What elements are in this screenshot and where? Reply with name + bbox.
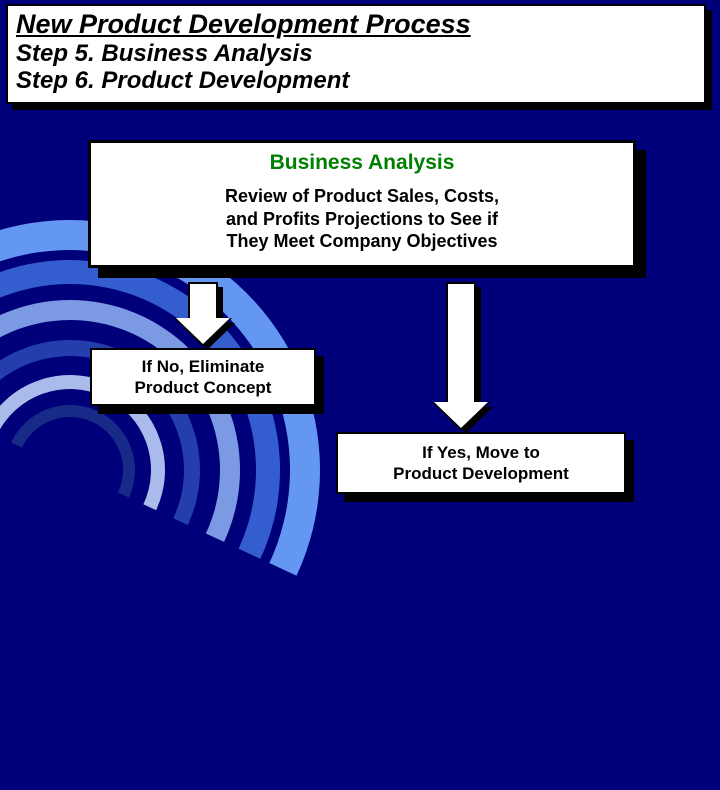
title-box: New Product Development Process Step 5. …: [6, 4, 706, 104]
decision-yes-line: If Yes, Move to: [393, 442, 569, 463]
title-sub-1: Step 5. Business Analysis: [16, 40, 696, 68]
title-sub-2: Step 6. Product Development: [16, 67, 696, 95]
decision-yes-line: Product Development: [393, 463, 569, 484]
analysis-body-line: They Meet Company Objectives: [103, 230, 621, 253]
decision-yes-box: If Yes, Move to Product Development: [336, 432, 626, 494]
analysis-title: Business Analysis: [103, 151, 621, 175]
analysis-box: Business Analysis Review of Product Sale…: [88, 140, 636, 268]
decision-no-line: If No, Eliminate: [135, 356, 272, 377]
decision-no-box: If No, Eliminate Product Concept: [90, 348, 316, 406]
title-main: New Product Development Process: [16, 10, 696, 40]
analysis-body: Review of Product Sales, Costs, and Prof…: [103, 185, 621, 253]
analysis-body-line: Review of Product Sales, Costs,: [103, 185, 621, 208]
analysis-body-line: and Profits Projections to See if: [103, 208, 621, 231]
decision-no-line: Product Concept: [135, 377, 272, 398]
swirl-decoration: [0, 220, 320, 720]
